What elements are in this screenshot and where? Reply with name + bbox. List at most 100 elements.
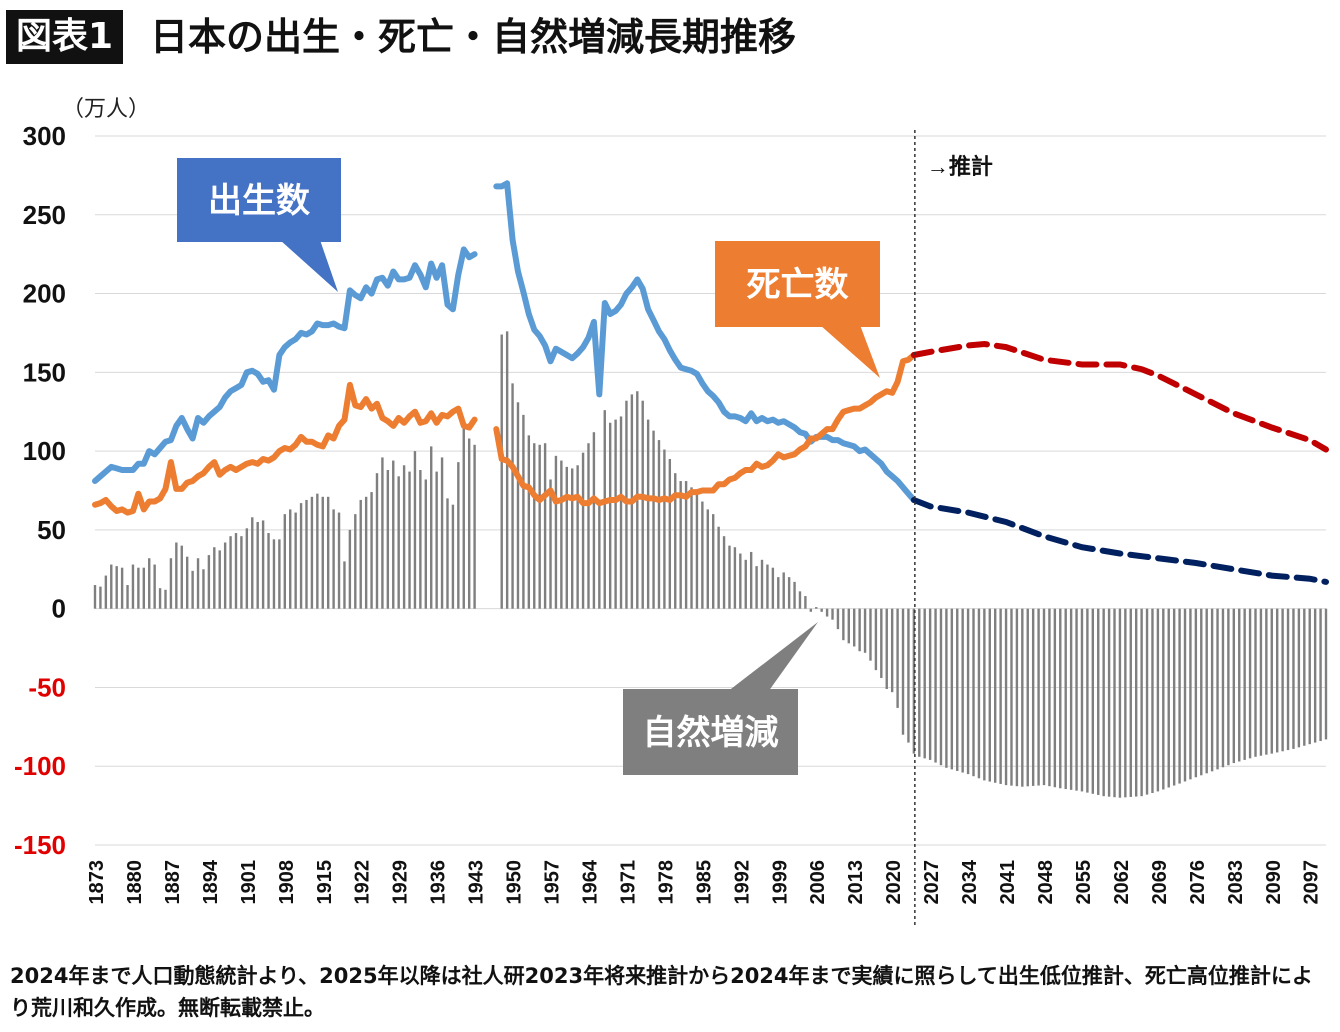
natural-increase-bar (1059, 608, 1062, 789)
natural-increase-bar (278, 539, 281, 609)
natural-increase-bar (923, 608, 926, 759)
natural-increase-bar (1232, 608, 1236, 764)
x-tick-label: 2041 (997, 860, 1019, 905)
natural-increase-bar (1145, 608, 1149, 795)
natural-increase-bar (760, 559, 764, 609)
natural-increase-bar (787, 577, 791, 609)
natural-increase-bar (370, 492, 373, 609)
deaths-callout-label: 死亡数 (747, 266, 849, 304)
x-tick-label: 1915 (314, 860, 336, 905)
natural-increase-bar (289, 509, 292, 609)
natural-increase-bar (717, 526, 720, 609)
x-tick-label: 2076 (1187, 860, 1209, 905)
natural-increase-bar (1053, 608, 1057, 788)
x-tick-label: 2069 (1149, 860, 1171, 905)
natural-increase-bar (473, 444, 476, 609)
natural-increase-bar (1004, 608, 1008, 786)
x-tick-label: 2013 (845, 860, 867, 905)
natural-increase-bar (386, 470, 390, 609)
natural-increase-bar (869, 608, 872, 661)
natural-increase-bar (766, 564, 769, 609)
natural-increase-bar (782, 572, 785, 609)
chart-title: 日本の出生・死亡・自然増減長期推移 (150, 15, 797, 59)
natural-increase-bar (950, 608, 954, 770)
natural-increase-bar (1097, 608, 1100, 795)
natural-increase-bar (842, 608, 845, 641)
births-callout-box (177, 158, 341, 242)
natural-increase-bar (1026, 608, 1029, 787)
natural-increase-bar (440, 457, 444, 609)
natural-increase-bar (652, 430, 655, 609)
natural-increase-bar (164, 589, 167, 609)
natural-increase-bar (1178, 608, 1181, 784)
natural-increase-bar (191, 570, 194, 609)
natural-increase-bar (451, 504, 455, 609)
natural-increase-bar (1010, 608, 1013, 786)
natural-increase-bar (543, 443, 547, 609)
natural-increase-bar (1297, 608, 1301, 748)
natural-callout-pointer (727, 622, 818, 692)
natural-callout-label: 自然増減 (643, 713, 779, 752)
natural-increase-bar (1162, 608, 1165, 790)
natural-increase-bar (1031, 608, 1035, 786)
natural-increase-bar (1151, 608, 1154, 794)
natural-increase-bar (598, 499, 601, 609)
natural-increase-bar (218, 550, 221, 609)
y-tick-label: 50 (37, 515, 66, 545)
natural-increase-bar (1227, 608, 1230, 766)
natural-increase-bar (1313, 608, 1317, 743)
natural-increase-bar (576, 465, 579, 609)
natural-increase-bar (646, 419, 650, 609)
x-tick-label: 2055 (1073, 860, 1095, 905)
natural-increase-bar (1275, 608, 1279, 753)
x-tick-label: 2034 (959, 859, 981, 904)
natural-increase-bar (375, 473, 379, 609)
x-tick-label: 1873 (86, 860, 108, 905)
x-tick-label: 2097 (1301, 860, 1323, 905)
natural-increase-bar (722, 536, 726, 609)
natural-increase-bar (175, 542, 178, 609)
natural-increase-bar (1205, 608, 1208, 774)
natural-increase-bar (549, 479, 552, 609)
x-tick-label: 2083 (1225, 860, 1247, 905)
natural-increase-bar (446, 498, 449, 609)
natural-increase-bar (1281, 608, 1284, 752)
natural-increase-bar (1102, 608, 1105, 797)
deaths-projection-line (910, 340, 1329, 453)
x-tick-label: 1943 (466, 860, 488, 905)
natural-increase-bar (641, 400, 644, 609)
natural-increase-bar (256, 522, 259, 609)
x-tick-labels: 1873 1880 1887 1894 1901 1908 1915 1922 1929 1936… (86, 859, 1323, 904)
natural-increase-bar (863, 608, 867, 653)
natural-increase-bar (1080, 608, 1084, 792)
natural-increase-bar (1324, 608, 1328, 740)
natural-increase-bar (961, 608, 964, 773)
natural-increase-bar (1303, 608, 1306, 746)
natural-increase-bar (419, 470, 422, 609)
natural-increase-bar (180, 545, 183, 609)
natural-increase-bar (728, 545, 731, 609)
natural-increase-bar (885, 608, 888, 690)
y-tick-labels: 300 250 200 150 100 50 0 -50 -100 -150 (14, 121, 66, 860)
natural-increase-bar (733, 547, 737, 609)
natural-increase-bar (392, 460, 395, 609)
natural-increase-bar (701, 501, 704, 609)
x-tick-label: 2062 (1111, 860, 1133, 905)
y-axis-unit: （万人） (62, 96, 150, 121)
natural-increase-bar (587, 443, 590, 609)
natural-increase-bar (560, 460, 563, 609)
natural-increase-bar (1238, 608, 1241, 762)
natural-increase-bar (603, 410, 606, 609)
natural-increase-bar (408, 471, 411, 609)
natural-increase-bar (354, 514, 357, 609)
x-tick-label: 1950 (504, 860, 526, 905)
natural-increase-bar (619, 416, 623, 609)
natural-increase-bar (1015, 608, 1019, 787)
natural-increase-bar (467, 438, 471, 609)
natural-increase-bar (798, 591, 802, 609)
x-tick-label: 2020 (883, 860, 905, 905)
natural-increase-bar (956, 608, 959, 771)
natural-increase-bar (712, 514, 715, 609)
x-tick-label: 1978 (655, 860, 677, 905)
x-tick-label: 1971 (617, 860, 639, 905)
